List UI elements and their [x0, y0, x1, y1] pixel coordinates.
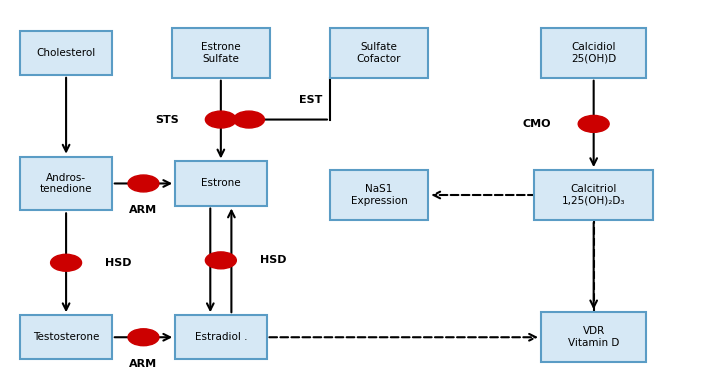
- Text: ARM: ARM: [130, 206, 157, 215]
- Circle shape: [233, 111, 264, 128]
- FancyBboxPatch shape: [175, 315, 267, 359]
- Text: Cholesterol: Cholesterol: [36, 48, 96, 58]
- FancyBboxPatch shape: [21, 31, 112, 75]
- FancyBboxPatch shape: [21, 315, 112, 359]
- FancyBboxPatch shape: [330, 170, 428, 220]
- Text: Testosterone: Testosterone: [33, 332, 99, 342]
- FancyBboxPatch shape: [330, 28, 428, 78]
- Text: Estrone: Estrone: [201, 179, 240, 188]
- FancyBboxPatch shape: [175, 161, 267, 206]
- Circle shape: [50, 254, 82, 271]
- FancyBboxPatch shape: [21, 156, 112, 210]
- Text: NaS1
Expression: NaS1 Expression: [351, 184, 408, 206]
- Circle shape: [206, 111, 236, 128]
- Circle shape: [579, 115, 609, 132]
- Text: Calcidiol
25(OH)D: Calcidiol 25(OH)D: [571, 42, 616, 64]
- Text: Andros-
tenedione: Andros- tenedione: [40, 173, 92, 194]
- Text: Calcitriol
1,25(OH)₂D₃: Calcitriol 1,25(OH)₂D₃: [562, 184, 625, 206]
- Text: Sulfate
Cofactor: Sulfate Cofactor: [357, 42, 401, 64]
- Text: CMO: CMO: [523, 119, 552, 129]
- FancyBboxPatch shape: [541, 28, 647, 78]
- Circle shape: [128, 329, 159, 346]
- Text: ARM: ARM: [130, 359, 157, 369]
- Text: STS: STS: [155, 115, 179, 124]
- FancyBboxPatch shape: [541, 312, 647, 362]
- Text: VDR
Vitamin D: VDR Vitamin D: [568, 326, 620, 348]
- FancyBboxPatch shape: [172, 28, 270, 78]
- Circle shape: [128, 175, 159, 192]
- FancyBboxPatch shape: [534, 170, 654, 220]
- Text: EST: EST: [299, 95, 322, 105]
- Circle shape: [206, 252, 236, 269]
- Text: Estrone
Sulfate: Estrone Sulfate: [201, 42, 240, 64]
- Text: HSD: HSD: [105, 258, 131, 268]
- Text: HSD: HSD: [259, 255, 286, 265]
- Text: Estradiol .: Estradiol .: [194, 332, 247, 342]
